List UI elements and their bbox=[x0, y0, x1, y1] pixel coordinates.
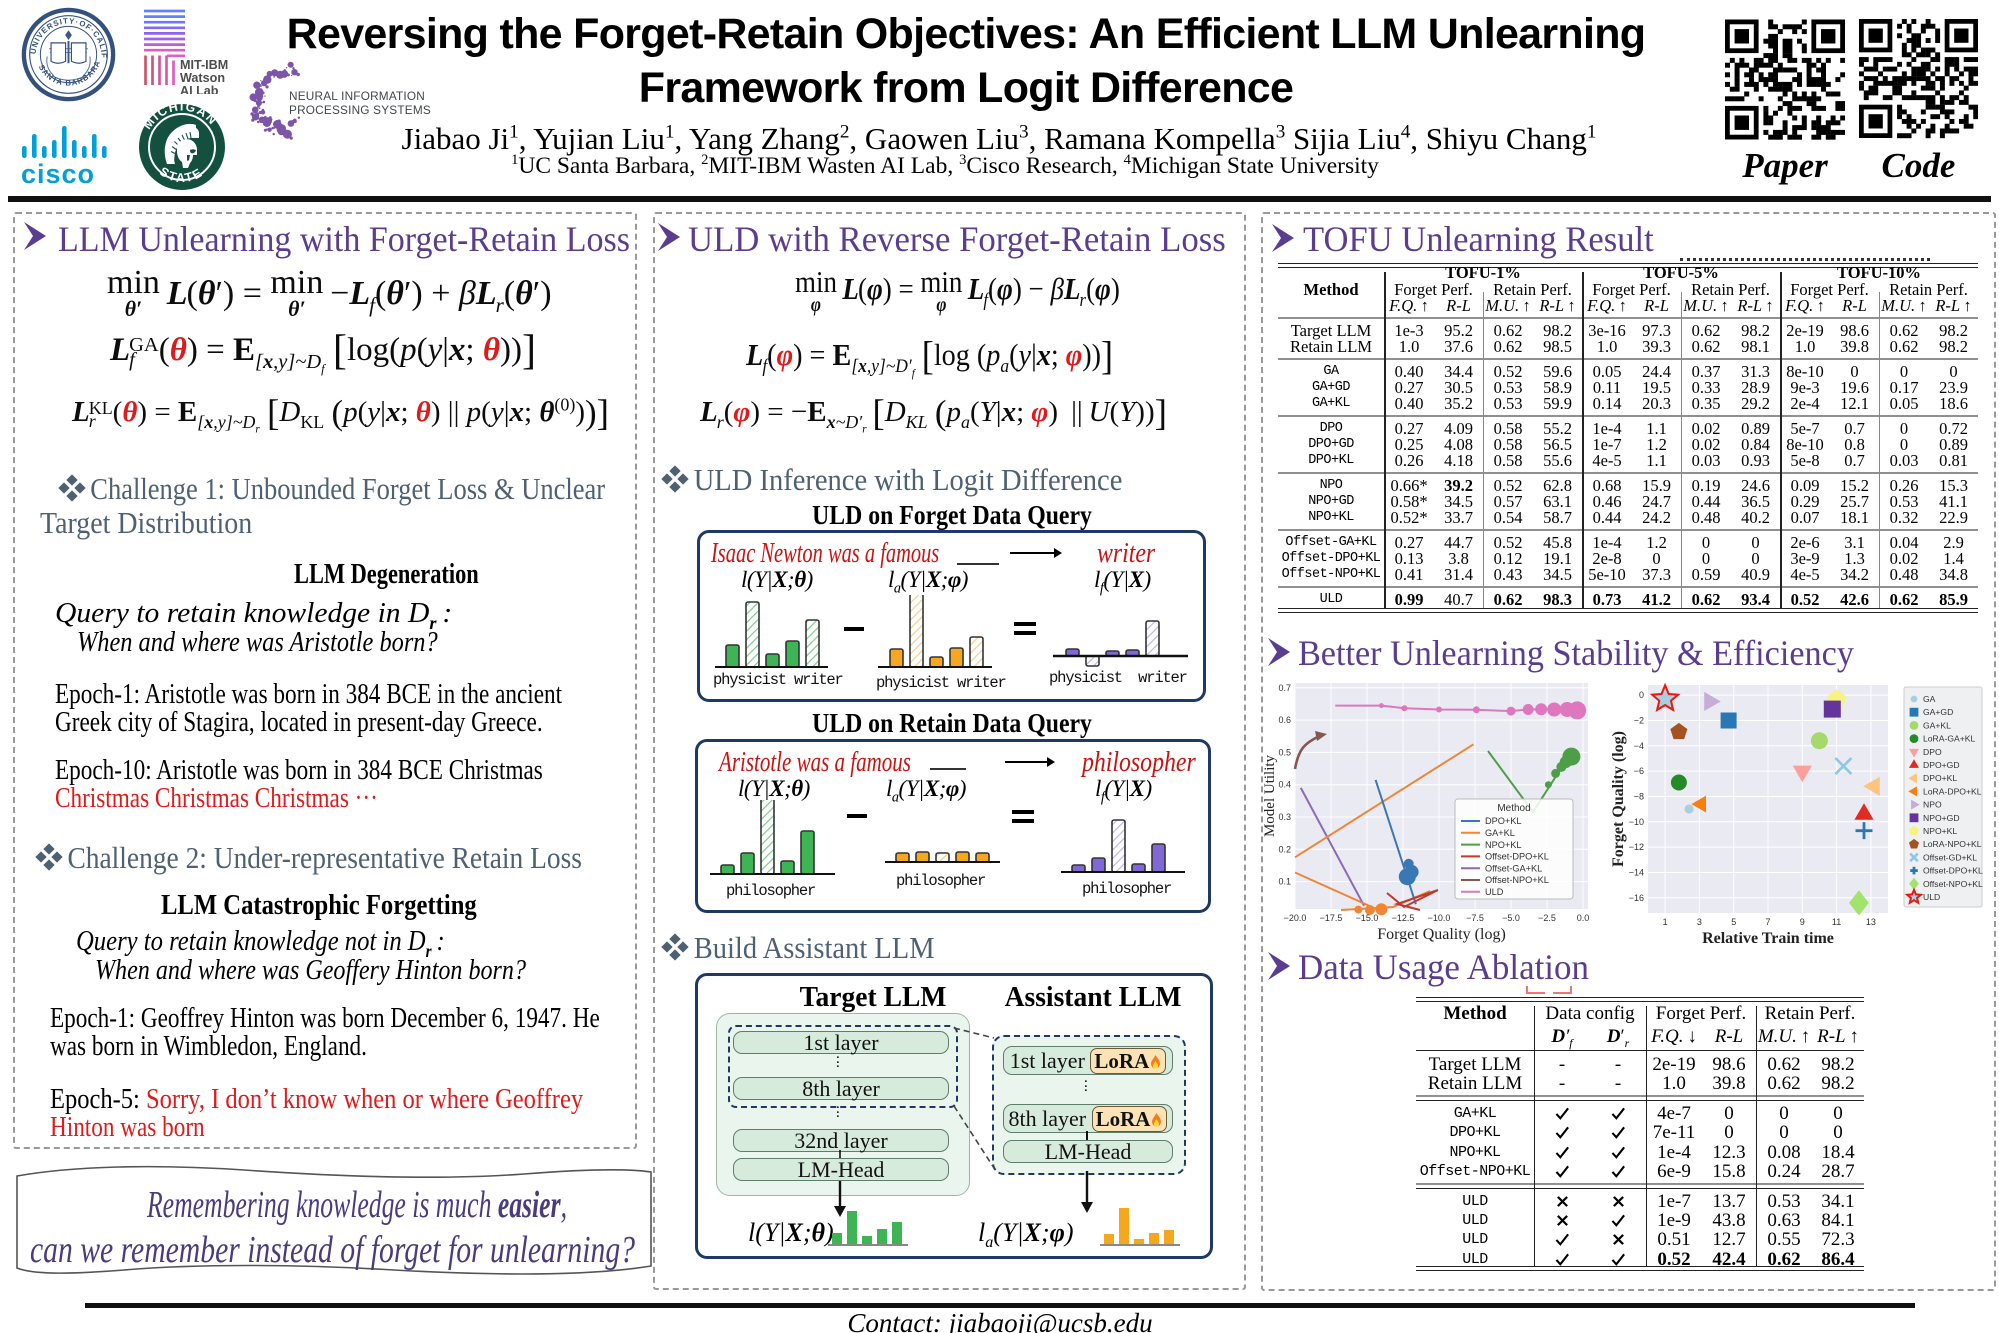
svg-text:Offset-DPO+KL: Offset-DPO+KL bbox=[1923, 866, 1983, 876]
svg-text:Offset-DPO+KL: Offset-DPO+KL bbox=[1485, 852, 1549, 862]
svg-text:0.7: 0.7 bbox=[1278, 683, 1291, 693]
svg-text:NPO+KL: NPO+KL bbox=[1485, 840, 1522, 850]
svg-text:0.1: 0.1 bbox=[1278, 877, 1291, 887]
svg-text:5: 5 bbox=[1731, 917, 1736, 927]
svg-text:−10: −10 bbox=[1629, 817, 1644, 827]
svg-text:Offset-GA+KL: Offset-GA+KL bbox=[1485, 863, 1542, 873]
svg-text:ULD: ULD bbox=[1923, 892, 1940, 902]
svg-text:LoRA-GA+KL: LoRA-GA+KL bbox=[1923, 734, 1976, 744]
svg-text:ULD: ULD bbox=[1485, 887, 1504, 897]
svg-text:0: 0 bbox=[1639, 690, 1644, 700]
svg-text:NPO+GD: NPO+GD bbox=[1923, 813, 1960, 823]
svg-text:−2.5: −2.5 bbox=[1538, 913, 1556, 923]
svg-text:1: 1 bbox=[1663, 917, 1668, 927]
svg-text:−8: −8 bbox=[1634, 792, 1644, 802]
svg-text:0.0: 0.0 bbox=[1577, 913, 1590, 923]
svg-text:−2: −2 bbox=[1634, 716, 1644, 726]
svg-text:NPO+KL: NPO+KL bbox=[1923, 826, 1957, 836]
svg-text:Forget Quality (log): Forget Quality (log) bbox=[1610, 731, 1627, 867]
svg-text:−6: −6 bbox=[1634, 766, 1644, 776]
svg-text:Watson: Watson bbox=[180, 71, 225, 85]
svg-text:0.2: 0.2 bbox=[1278, 844, 1291, 854]
svg-text:LoRA-NPO+KL: LoRA-NPO+KL bbox=[1923, 839, 1982, 849]
svg-text:Relative Train time: Relative Train time bbox=[1702, 930, 1834, 947]
svg-text:0.5: 0.5 bbox=[1278, 747, 1291, 757]
svg-text:0.3: 0.3 bbox=[1278, 812, 1291, 822]
svg-text:−17.5: −17.5 bbox=[1320, 913, 1343, 923]
svg-text:7: 7 bbox=[1765, 917, 1770, 927]
svg-text:PROCESSING SYSTEMS: PROCESSING SYSTEMS bbox=[289, 103, 431, 117]
svg-text:3: 3 bbox=[1697, 917, 1702, 927]
svg-text:−20.0: −20.0 bbox=[1284, 913, 1307, 923]
svg-text:DPO+KL: DPO+KL bbox=[1485, 816, 1522, 826]
svg-text:STATE: STATE bbox=[157, 164, 206, 185]
svg-text:DPO+KL: DPO+KL bbox=[1923, 773, 1957, 783]
svg-text:−10.0: −10.0 bbox=[1428, 913, 1451, 923]
svg-text:11: 11 bbox=[1832, 917, 1841, 927]
svg-text:GA+KL: GA+KL bbox=[1485, 828, 1515, 838]
svg-text:−7.5: −7.5 bbox=[1466, 913, 1484, 923]
svg-text:DPO: DPO bbox=[1923, 747, 1942, 757]
svg-text:MIT-IBM: MIT-IBM bbox=[180, 58, 228, 72]
svg-text:9: 9 bbox=[1800, 917, 1805, 927]
svg-text:−12: −12 bbox=[1629, 842, 1644, 852]
svg-text:NEURAL INFORMATION: NEURAL INFORMATION bbox=[289, 89, 425, 103]
svg-text:0.6: 0.6 bbox=[1278, 715, 1291, 725]
svg-text:Method: Method bbox=[1497, 803, 1530, 814]
svg-text:GA: GA bbox=[1923, 694, 1936, 704]
svg-text:13: 13 bbox=[1866, 917, 1876, 927]
svg-text:−12.5: −12.5 bbox=[1392, 913, 1415, 923]
svg-text:0.4: 0.4 bbox=[1278, 780, 1291, 790]
svg-text:AI Lab: AI Lab bbox=[180, 84, 219, 94]
svg-text:GA+GD: GA+GD bbox=[1923, 707, 1953, 717]
svg-text:Offset-GD+KL: Offset-GD+KL bbox=[1923, 852, 1977, 862]
svg-text:Offset-NPO+KL: Offset-NPO+KL bbox=[1923, 879, 1983, 889]
svg-text:−14: −14 bbox=[1629, 868, 1644, 878]
svg-text:−5.0: −5.0 bbox=[1502, 913, 1520, 923]
svg-text:GA+KL: GA+KL bbox=[1923, 720, 1951, 730]
svg-text:cisco: cisco bbox=[21, 159, 95, 186]
svg-text:Offset-NPO+KL: Offset-NPO+KL bbox=[1485, 875, 1549, 885]
svg-text:−16: −16 bbox=[1629, 893, 1644, 903]
svg-text:LoRA-DPO+KL: LoRA-DPO+KL bbox=[1923, 786, 1982, 796]
svg-text:−15.0: −15.0 bbox=[1356, 913, 1379, 923]
svg-text:NPO: NPO bbox=[1923, 800, 1942, 810]
svg-text:−4: −4 bbox=[1634, 741, 1644, 751]
svg-text:Forget Quality (log): Forget Quality (log) bbox=[1377, 926, 1506, 943]
svg-text:DPO+GD: DPO+GD bbox=[1923, 760, 1960, 770]
svg-text:Model Utility: Model Utility bbox=[1262, 754, 1278, 837]
